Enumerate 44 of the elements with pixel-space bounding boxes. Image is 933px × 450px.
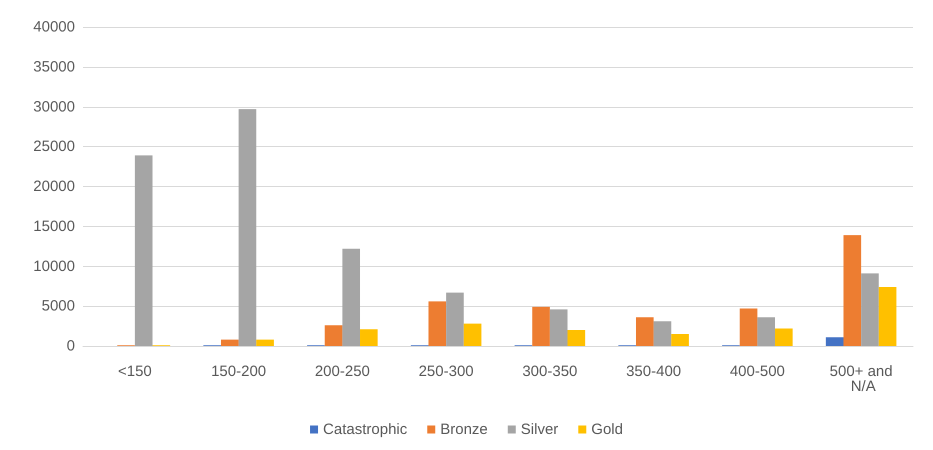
bar bbox=[654, 321, 672, 346]
bar bbox=[671, 334, 689, 346]
y-tick-label: 25000 bbox=[33, 138, 75, 156]
y-tick-label: 30000 bbox=[33, 98, 75, 116]
bar bbox=[843, 235, 862, 346]
y-tick-label: 5000 bbox=[42, 298, 75, 315]
legend-label: Bronze bbox=[440, 421, 488, 438]
legend-label: Silver bbox=[520, 421, 558, 438]
bar bbox=[861, 273, 879, 346]
x-tick-label: 350-400 bbox=[626, 363, 682, 380]
x-tick-label: 500+ and N/A bbox=[830, 363, 893, 395]
x-tick-label: 250-300 bbox=[418, 363, 474, 380]
bar bbox=[446, 292, 464, 346]
y-tick-label: 15000 bbox=[33, 218, 75, 235]
x-tick-label: 150-200 bbox=[211, 363, 266, 380]
bar bbox=[826, 337, 844, 346]
bar bbox=[878, 286, 896, 346]
x-tick-label: 200-250 bbox=[314, 363, 370, 380]
x-tick-label: 300-350 bbox=[522, 363, 578, 380]
bar bbox=[238, 109, 256, 346]
bar bbox=[134, 155, 153, 346]
bar bbox=[464, 324, 482, 346]
bar bbox=[532, 306, 550, 346]
bar bbox=[342, 248, 360, 346]
y-tick-label: 40000 bbox=[33, 18, 75, 36]
x-tick-label: 400-500 bbox=[730, 363, 785, 380]
bar bbox=[568, 330, 586, 346]
bar bbox=[775, 328, 793, 346]
bar bbox=[550, 309, 568, 346]
y-tick-label: 20000 bbox=[33, 178, 75, 195]
bar bbox=[360, 329, 378, 346]
bar bbox=[740, 308, 758, 346]
bar bbox=[428, 301, 446, 346]
bar bbox=[757, 317, 776, 346]
bar bbox=[220, 340, 239, 346]
y-tick-label: 10000 bbox=[33, 258, 75, 275]
x-tick-label: <150 bbox=[118, 363, 152, 380]
bar bbox=[636, 317, 654, 346]
legend-label: Catastrophic bbox=[323, 421, 408, 438]
bar bbox=[324, 325, 342, 346]
bar bbox=[256, 340, 274, 346]
legend-label: Gold bbox=[591, 421, 623, 438]
y-tick-label: 35000 bbox=[33, 58, 75, 76]
y-tick-label: 0 bbox=[66, 338, 75, 354]
